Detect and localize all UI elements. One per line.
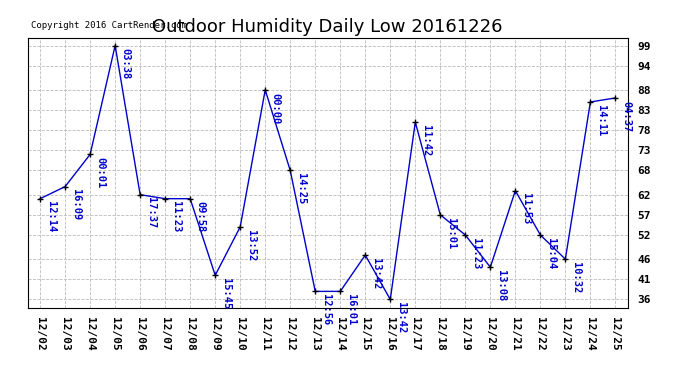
Text: 12:56: 12:56 xyxy=(321,294,331,326)
Text: Humidity  (%): Humidity (%) xyxy=(569,22,649,32)
Text: 12:14: 12:14 xyxy=(46,201,56,233)
Text: 13:08: 13:08 xyxy=(496,270,506,301)
Text: 10:32: 10:32 xyxy=(571,262,581,293)
Text: 00:00: 00:00 xyxy=(270,93,281,124)
Text: 11:53: 11:53 xyxy=(521,194,531,225)
Text: 11:42: 11:42 xyxy=(421,125,431,156)
Text: 04:37: 04:37 xyxy=(621,101,631,132)
Text: 15:45: 15:45 xyxy=(221,278,230,309)
Text: 13:42: 13:42 xyxy=(371,258,381,289)
Text: 13:52: 13:52 xyxy=(246,230,256,261)
Text: 00:01: 00:01 xyxy=(96,157,106,188)
Text: 14:25: 14:25 xyxy=(296,173,306,204)
Text: 17:37: 17:37 xyxy=(146,198,156,229)
Text: 15:04: 15:04 xyxy=(546,238,556,269)
Text: 09:58: 09:58 xyxy=(196,201,206,233)
Text: 16:01: 16:01 xyxy=(346,294,356,326)
Text: 14:11: 14:11 xyxy=(596,105,606,136)
Text: Copyright 2016 CartRender.com: Copyright 2016 CartRender.com xyxy=(31,21,187,30)
Text: 15:01: 15:01 xyxy=(446,217,456,249)
Text: 16:09: 16:09 xyxy=(70,189,81,220)
Text: 11:23: 11:23 xyxy=(471,238,481,269)
Text: 11:23: 11:23 xyxy=(170,201,181,233)
Text: 13:42: 13:42 xyxy=(396,302,406,333)
Text: 03:38: 03:38 xyxy=(121,48,130,80)
Title: Outdoor Humidity Daily Low 20161226: Outdoor Humidity Daily Low 20161226 xyxy=(152,18,503,36)
